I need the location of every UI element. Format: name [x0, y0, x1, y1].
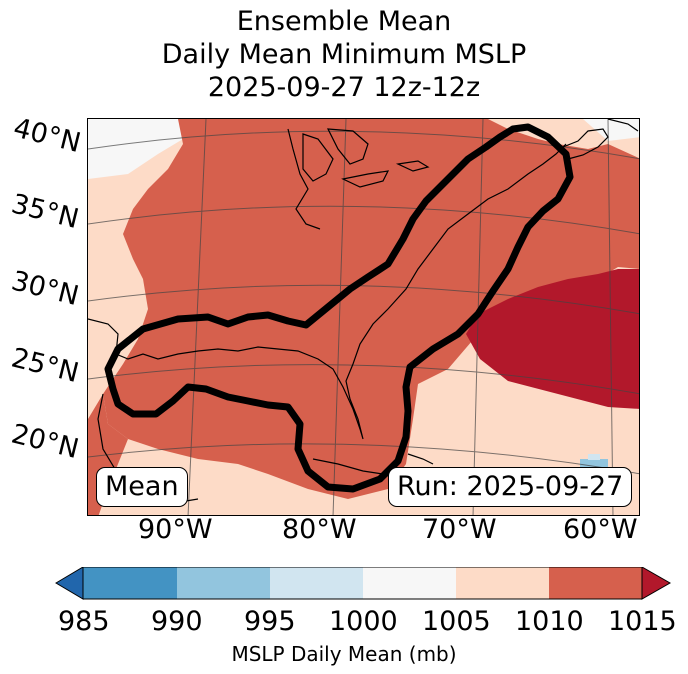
colorbar-bin-1010	[549, 567, 642, 599]
mean-label-box: Mean	[96, 467, 188, 507]
pressure-field-1000-nw	[88, 119, 188, 179]
graticule-lon-80	[332, 119, 347, 515]
colorbar-tick-1000: 1000	[329, 606, 398, 637]
lat-label-25: 25°N	[8, 342, 82, 390]
title-line-3: 2025-09-27 12z-12z	[207, 72, 481, 103]
title-line-2: Daily Mean Minimum MSLP	[161, 39, 527, 70]
lake-michigan	[302, 133, 334, 182]
lake-huron	[326, 128, 369, 165]
colorbar-outline	[82, 567, 643, 600]
map-svg	[88, 119, 639, 515]
pressure-field-1015	[466, 269, 639, 409]
colorbar-tick-1015: 1015	[608, 606, 677, 637]
pressure-field-995-patch	[588, 454, 600, 460]
colorbar-bin-1005	[456, 567, 549, 599]
pressure-field-1000-ne	[583, 119, 639, 141]
colorbar	[55, 567, 672, 600]
lake-erie	[341, 170, 390, 188]
colorbar-over-arrow	[641, 567, 672, 600]
colorbar-tick-990: 990	[151, 606, 203, 637]
graticule-lat-30	[88, 284, 639, 315]
colorbar-under-arrow	[55, 567, 84, 600]
lat-label-30: 30°N	[8, 265, 82, 313]
lake-ontario	[395, 160, 430, 172]
pressure-field-1010	[103, 119, 639, 499]
title-line-1: Ensemble Mean	[236, 6, 452, 37]
graticule-lat-20	[88, 443, 639, 475]
colorbar-bin-985	[83, 567, 177, 599]
lon-label-80: 80°W	[282, 514, 357, 545]
colorbar-title: MSLP Daily Mean (mb)	[231, 642, 457, 666]
colorbar-bin-1000	[363, 567, 456, 599]
hispaniola-coastline	[407, 453, 434, 465]
colorbar-bin-995	[270, 567, 363, 599]
colorbar-tick-985: 985	[58, 606, 110, 637]
lat-label-40: 40°N	[10, 112, 84, 160]
lon-label-60: 60°W	[563, 514, 638, 545]
colorbar-tick-1005: 1005	[422, 606, 491, 637]
state-border-west	[287, 128, 321, 230]
lat-label-35: 35°N	[8, 188, 82, 236]
colorbar-tick-995: 995	[244, 606, 296, 637]
graticule-lat-25	[88, 364, 639, 395]
us-coastline	[88, 143, 567, 440]
pressure-field-990-patch	[580, 459, 608, 469]
graticule-lat-35	[88, 205, 639, 235]
lon-label-90: 90°W	[138, 514, 213, 545]
ensemble-contour	[104, 123, 574, 493]
newfoundland	[607, 119, 639, 132]
colorbar-bin-990	[177, 567, 270, 599]
lat-label-20: 20°N	[8, 418, 82, 466]
lon-label-70: 70°W	[422, 514, 497, 545]
graticule-lon-60	[607, 119, 614, 515]
run-date-box: Run: 2025-09-27	[388, 467, 633, 507]
nova-scotia	[557, 128, 609, 160]
colorbar-tick-1010: 1010	[515, 606, 584, 637]
map-panel	[87, 118, 640, 516]
